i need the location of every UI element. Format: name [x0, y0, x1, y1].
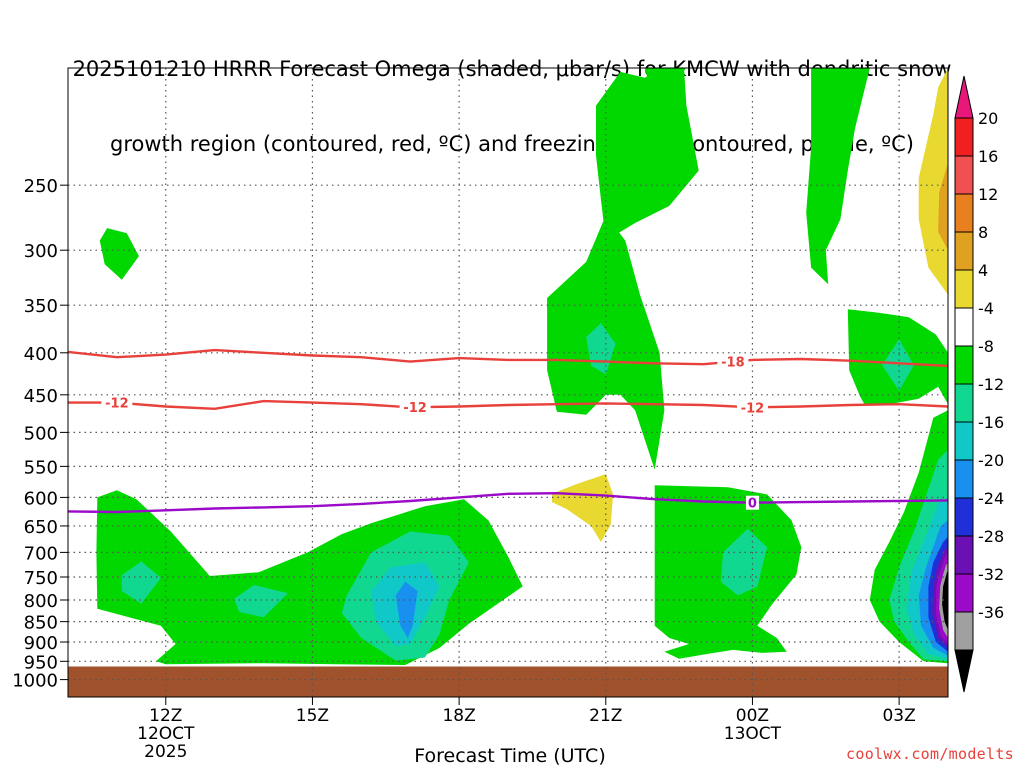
shaded-region-18: [938, 163, 948, 251]
x-tick-label-0-0: 12Z: [149, 706, 182, 726]
contour-label-minus12-0: -12: [105, 397, 129, 412]
contour-label-bg-minus12-1: [399, 400, 431, 415]
colorbar-label-4: 4: [978, 261, 988, 280]
colorbar-label-6: -8: [978, 337, 994, 356]
y-tick-label-4: 450: [24, 386, 58, 407]
x-tick-label-1-0: 15Z: [296, 706, 329, 726]
colorbar-bin-6: [954, 345, 974, 385]
y-tick-label-11: 800: [24, 591, 58, 612]
colorbar-bin-7: [954, 383, 974, 423]
shaded-region-3: [234, 585, 288, 618]
colorbar-label-3: 8: [978, 223, 988, 242]
colorbar-arrow-bottom: [954, 649, 974, 693]
contour-minus12: [68, 399, 948, 411]
colorbar-label-8: -16: [978, 413, 1004, 432]
shaded-region-6: [395, 581, 418, 638]
contour-label-bg-freezing-0: [745, 495, 759, 510]
colorbar-bin-11: [954, 535, 974, 575]
y-tick-label-6: 550: [24, 457, 58, 478]
colorbar-bin-5: [954, 307, 974, 347]
contour-label-bg-minus12-0: [101, 395, 133, 410]
colorbar-bin-8: [954, 421, 974, 461]
shaded-region-17: [918, 68, 948, 295]
y-tick-label-13: 900: [24, 633, 58, 654]
shaded-region-13: [720, 528, 768, 596]
colorbar-label-13: -36: [978, 603, 1004, 622]
y-tick-label-10: 750: [24, 568, 58, 589]
colorbar-bin-0: [954, 117, 974, 157]
colorbar-bin-1: [954, 155, 974, 195]
colorbar-bin-9: [954, 459, 974, 499]
colorbar-arrow-top: [954, 75, 974, 119]
chart-title: 2025101210 HRRR Forecast Omega (shaded, …: [0, 7, 1024, 182]
plot-frame: [67, 67, 949, 698]
colorbar-label-2: 12: [978, 185, 998, 204]
colorbar-label-10: -24: [978, 489, 1004, 508]
y-tick-label-7: 600: [24, 488, 58, 509]
y-tick-label-8: 650: [24, 517, 58, 538]
y-axis: 2503003504004505005506006507007508008509…: [12, 176, 68, 692]
contour-lines: [68, 348, 948, 514]
x-tick-label-4-0: 00Z: [736, 706, 769, 726]
contour-minus18: [68, 348, 948, 368]
y-tick-label-12: 850: [24, 613, 58, 634]
y-tick-label-15: 1000: [12, 671, 58, 692]
colorbar-bin-4: [954, 269, 974, 309]
contour-label-minus12-1: -12: [403, 401, 427, 416]
contour-label-freezing-0: 0: [748, 497, 757, 512]
x-tick-label-4-1: 13OCT: [724, 724, 782, 744]
y-tick-label-3: 400: [24, 344, 58, 365]
surface-ground: [68, 666, 948, 697]
colorbar-label-0: 20: [978, 109, 998, 128]
shaded-region-11: [552, 474, 614, 542]
x-tick-label-3-0: 21Z: [589, 706, 622, 726]
shaded-region-16: [882, 339, 914, 391]
colorbar: 20 16 12 8 4 -4 -8 -12 -16 -20 -24 -28 -32 -36: [954, 75, 1004, 693]
title-line-2: growth region (contoured, red, ºC) and f…: [110, 132, 914, 156]
colorbar-label-7: -12: [978, 375, 1004, 394]
colorbar-label-11: -28: [978, 527, 1004, 546]
y-tick-label-1: 300: [24, 241, 58, 262]
colorbar-label-1: 16: [978, 147, 998, 166]
shaded-region-2: [121, 561, 161, 604]
colorbar-bin-10: [954, 497, 974, 537]
contour-label-bg-minus18-0: [717, 354, 749, 369]
y-tick-label-2: 350: [24, 296, 58, 317]
colorbar-bin-3: [954, 231, 974, 271]
y-tick-label-9: 700: [24, 543, 58, 564]
colorbar-bin-12: [954, 573, 974, 613]
colorbar-label-9: -20: [978, 451, 1004, 470]
shaded-region-10: [644, 68, 686, 91]
y-tick-label-5: 500: [24, 423, 58, 444]
colorbar-label-12: -32: [978, 565, 1004, 584]
contour-freezing: [68, 491, 948, 514]
shaded-region-27: [942, 571, 948, 630]
contour-label-bg-minus12-2: [736, 400, 768, 415]
x-tick-label-0-1: 12OCT: [137, 724, 195, 744]
contour-labels: -18 -12 -12 -12 0: [101, 354, 768, 512]
grid-lines: [68, 68, 948, 697]
credit-text: coolwx.com/modelts: [846, 745, 1014, 763]
y-tick-label-0: 250: [24, 176, 58, 197]
shaded-region-9: [596, 68, 699, 241]
colorbar-bin-2: [954, 193, 974, 233]
x-axis-label: Forecast Time (UTC): [414, 745, 606, 767]
colorbar-bin-13: [954, 611, 974, 651]
contour-label-minus18-0: -18: [721, 356, 745, 371]
contour-label-minus12-2: -12: [741, 401, 765, 416]
omega-shading: [96, 68, 948, 665]
colorbar-label-5: -4: [978, 299, 994, 318]
x-tick-label-0-2: 2025: [144, 742, 187, 762]
x-tick-label-5-0: 03Z: [882, 706, 915, 726]
shaded-region-14: [806, 68, 870, 285]
y-tick-label-14: 950: [24, 652, 58, 673]
shaded-region-0: [99, 228, 139, 280]
title-line-1: 2025101210 HRRR Forecast Omega (shaded, …: [72, 57, 952, 81]
x-tick-label-2-0: 18Z: [442, 706, 475, 726]
